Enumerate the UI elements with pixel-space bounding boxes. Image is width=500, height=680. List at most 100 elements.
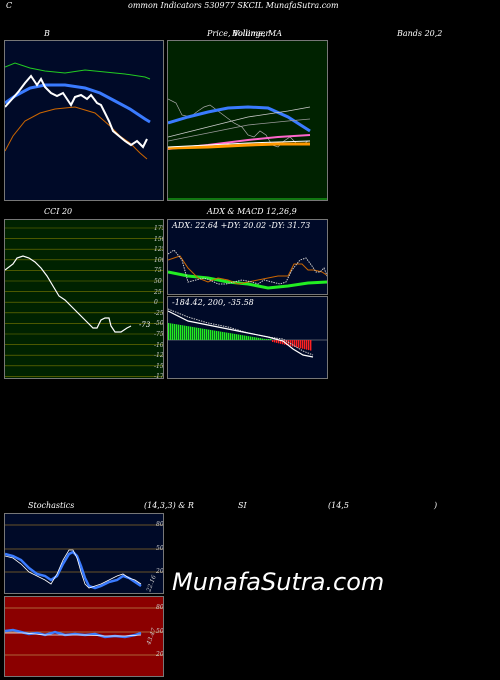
- macd-hist-bar: [174, 323, 176, 340]
- stoch-title-mid: (14,3,3) & R: [144, 501, 194, 510]
- macd-hist-bar: [266, 339, 268, 340]
- macd-hist-bar: [304, 340, 306, 350]
- stoch-label-50: 50: [156, 545, 164, 552]
- macd-hist-bar: [172, 323, 174, 340]
- macd-readout: -184.42, 200, -35.58: [172, 298, 254, 307]
- macd-hist-bar: [278, 340, 280, 344]
- stoch-k-line: [5, 549, 142, 589]
- macd-hist-bar: [274, 340, 276, 343]
- macd-hist-bar: [200, 328, 202, 340]
- cci-level-label: 25: [154, 288, 162, 296]
- price-volume-plot: [168, 98, 327, 200]
- price-title-overlap: Bollinger: [232, 29, 270, 38]
- macd-hist-bar: [286, 340, 288, 346]
- macd-hist-bar: [300, 340, 302, 349]
- rsi-chart: 80 50 20 43.47: [4, 596, 164, 677]
- stoch-title-right: (14,5: [328, 501, 349, 510]
- adx-title: ADX & MACD 12,26,9: [207, 207, 297, 216]
- rsi-label-20: 20: [156, 651, 164, 658]
- cci-level-label: 0: [154, 299, 158, 307]
- cci-level-label: -50: [154, 320, 164, 328]
- macd-hist-bar: [296, 340, 298, 348]
- macd-hist-bar: [192, 326, 194, 340]
- cci-level-label: 50: [154, 278, 162, 285]
- cci-line: [5, 255, 132, 333]
- stoch-title-left: Stochastics: [28, 501, 75, 510]
- stoch-title-paren: ): [434, 501, 438, 510]
- macd-hist-bar: [176, 324, 178, 340]
- macd-hist-bar: [228, 332, 230, 340]
- macd-hist-bar: [264, 338, 266, 340]
- macd-hist-bar: [308, 340, 310, 351]
- bands-title: Bands 20,2: [397, 29, 443, 38]
- macd-hist-bar: [206, 329, 208, 340]
- cci-level-label: -75: [154, 331, 164, 338]
- macd-hist-bar: [180, 324, 182, 340]
- macd-line: [168, 310, 314, 358]
- watermark: MunafaSutra.com: [172, 568, 385, 596]
- cci-level-label: -100: [154, 341, 164, 349]
- macd-hist-bar: [276, 340, 278, 343]
- macd-hist-bar: [208, 329, 210, 340]
- blue-ma-line: [168, 105, 311, 133]
- upper-band: [5, 62, 151, 80]
- macd-hist-bar: [294, 340, 296, 347]
- grey-trend-line-2: [168, 118, 311, 142]
- macd-hist-bar: [186, 325, 188, 340]
- macd-hist-bar: [226, 332, 228, 340]
- macd-hist-bar: [188, 326, 190, 340]
- cci-level-label: 125: [154, 246, 163, 254]
- adx-chart: ADX: 22.64 +DY: 20.02 -DY: 31.73: [167, 219, 328, 295]
- macd-hist-bar: [238, 334, 240, 340]
- macd-hist-bar: [306, 340, 308, 350]
- macd-hist-bar: [204, 328, 206, 340]
- stochastics-chart: 80 50 20 22.16: [4, 513, 164, 594]
- bollinger-plot: [5, 62, 151, 160]
- macd-hist-bar: [218, 331, 220, 340]
- macd-hist-bar: [232, 333, 234, 340]
- macd-histogram: [168, 323, 312, 351]
- rsi-label-80: 80: [156, 604, 164, 611]
- macd-hist-bar: [248, 336, 250, 340]
- macd-hist-bar: [250, 336, 252, 340]
- macd-hist-bar: [260, 338, 262, 340]
- cci-level-label: -25: [154, 309, 164, 317]
- macd-hist-bar: [292, 340, 294, 347]
- macd-chart: -184.42, 200, -35.58: [167, 296, 328, 379]
- macd-hist-bar: [258, 337, 260, 340]
- macd-hist-bar: [224, 332, 226, 340]
- lower-band: [5, 106, 148, 160]
- macd-hist-bar: [298, 340, 300, 348]
- macd-hist-bar: [178, 324, 180, 340]
- price-line: [5, 74, 148, 149]
- macd-hist-bar: [244, 335, 246, 340]
- macd-hist-bar: [190, 326, 192, 340]
- bollinger-chart: [4, 40, 164, 201]
- adx-readout: ADX: 22.64 +DY: 20.02 -DY: 31.73: [172, 221, 311, 230]
- macd-hist-bar: [194, 327, 196, 340]
- adx-line: [168, 270, 327, 290]
- plus-di-line: [168, 255, 327, 285]
- stoch-title-si: SI: [238, 501, 247, 510]
- macd-hist-bar: [246, 335, 248, 340]
- stoch-label-20: 20: [156, 568, 164, 575]
- macd-hist-bar: [310, 340, 312, 351]
- price-title: Price, Volume, MA: [207, 29, 283, 38]
- cci-plot: [5, 227, 163, 377]
- rsi-plot: [5, 607, 163, 656]
- cci-level-label: 150: [154, 235, 163, 243]
- macd-hist-bar: [234, 333, 236, 340]
- page-title: ommon Indicators 530977 SKCIL MunafaSutr…: [128, 1, 339, 10]
- macd-hist-bar: [240, 334, 242, 340]
- macd-hist-bar: [198, 327, 200, 340]
- white-ma-line: [168, 140, 311, 148]
- price-volume-chart: [167, 40, 328, 201]
- macd-hist-bar: [230, 333, 232, 340]
- cci-level-label: 75: [154, 267, 162, 275]
- macd-hist-bar: [212, 330, 214, 340]
- rsi-label-50: 50: [156, 628, 164, 635]
- macd-hist-bar: [216, 330, 218, 340]
- macd-hist-bar: [272, 340, 274, 342]
- cci-level-label: 175: [154, 225, 163, 232]
- header-c: C: [6, 1, 13, 10]
